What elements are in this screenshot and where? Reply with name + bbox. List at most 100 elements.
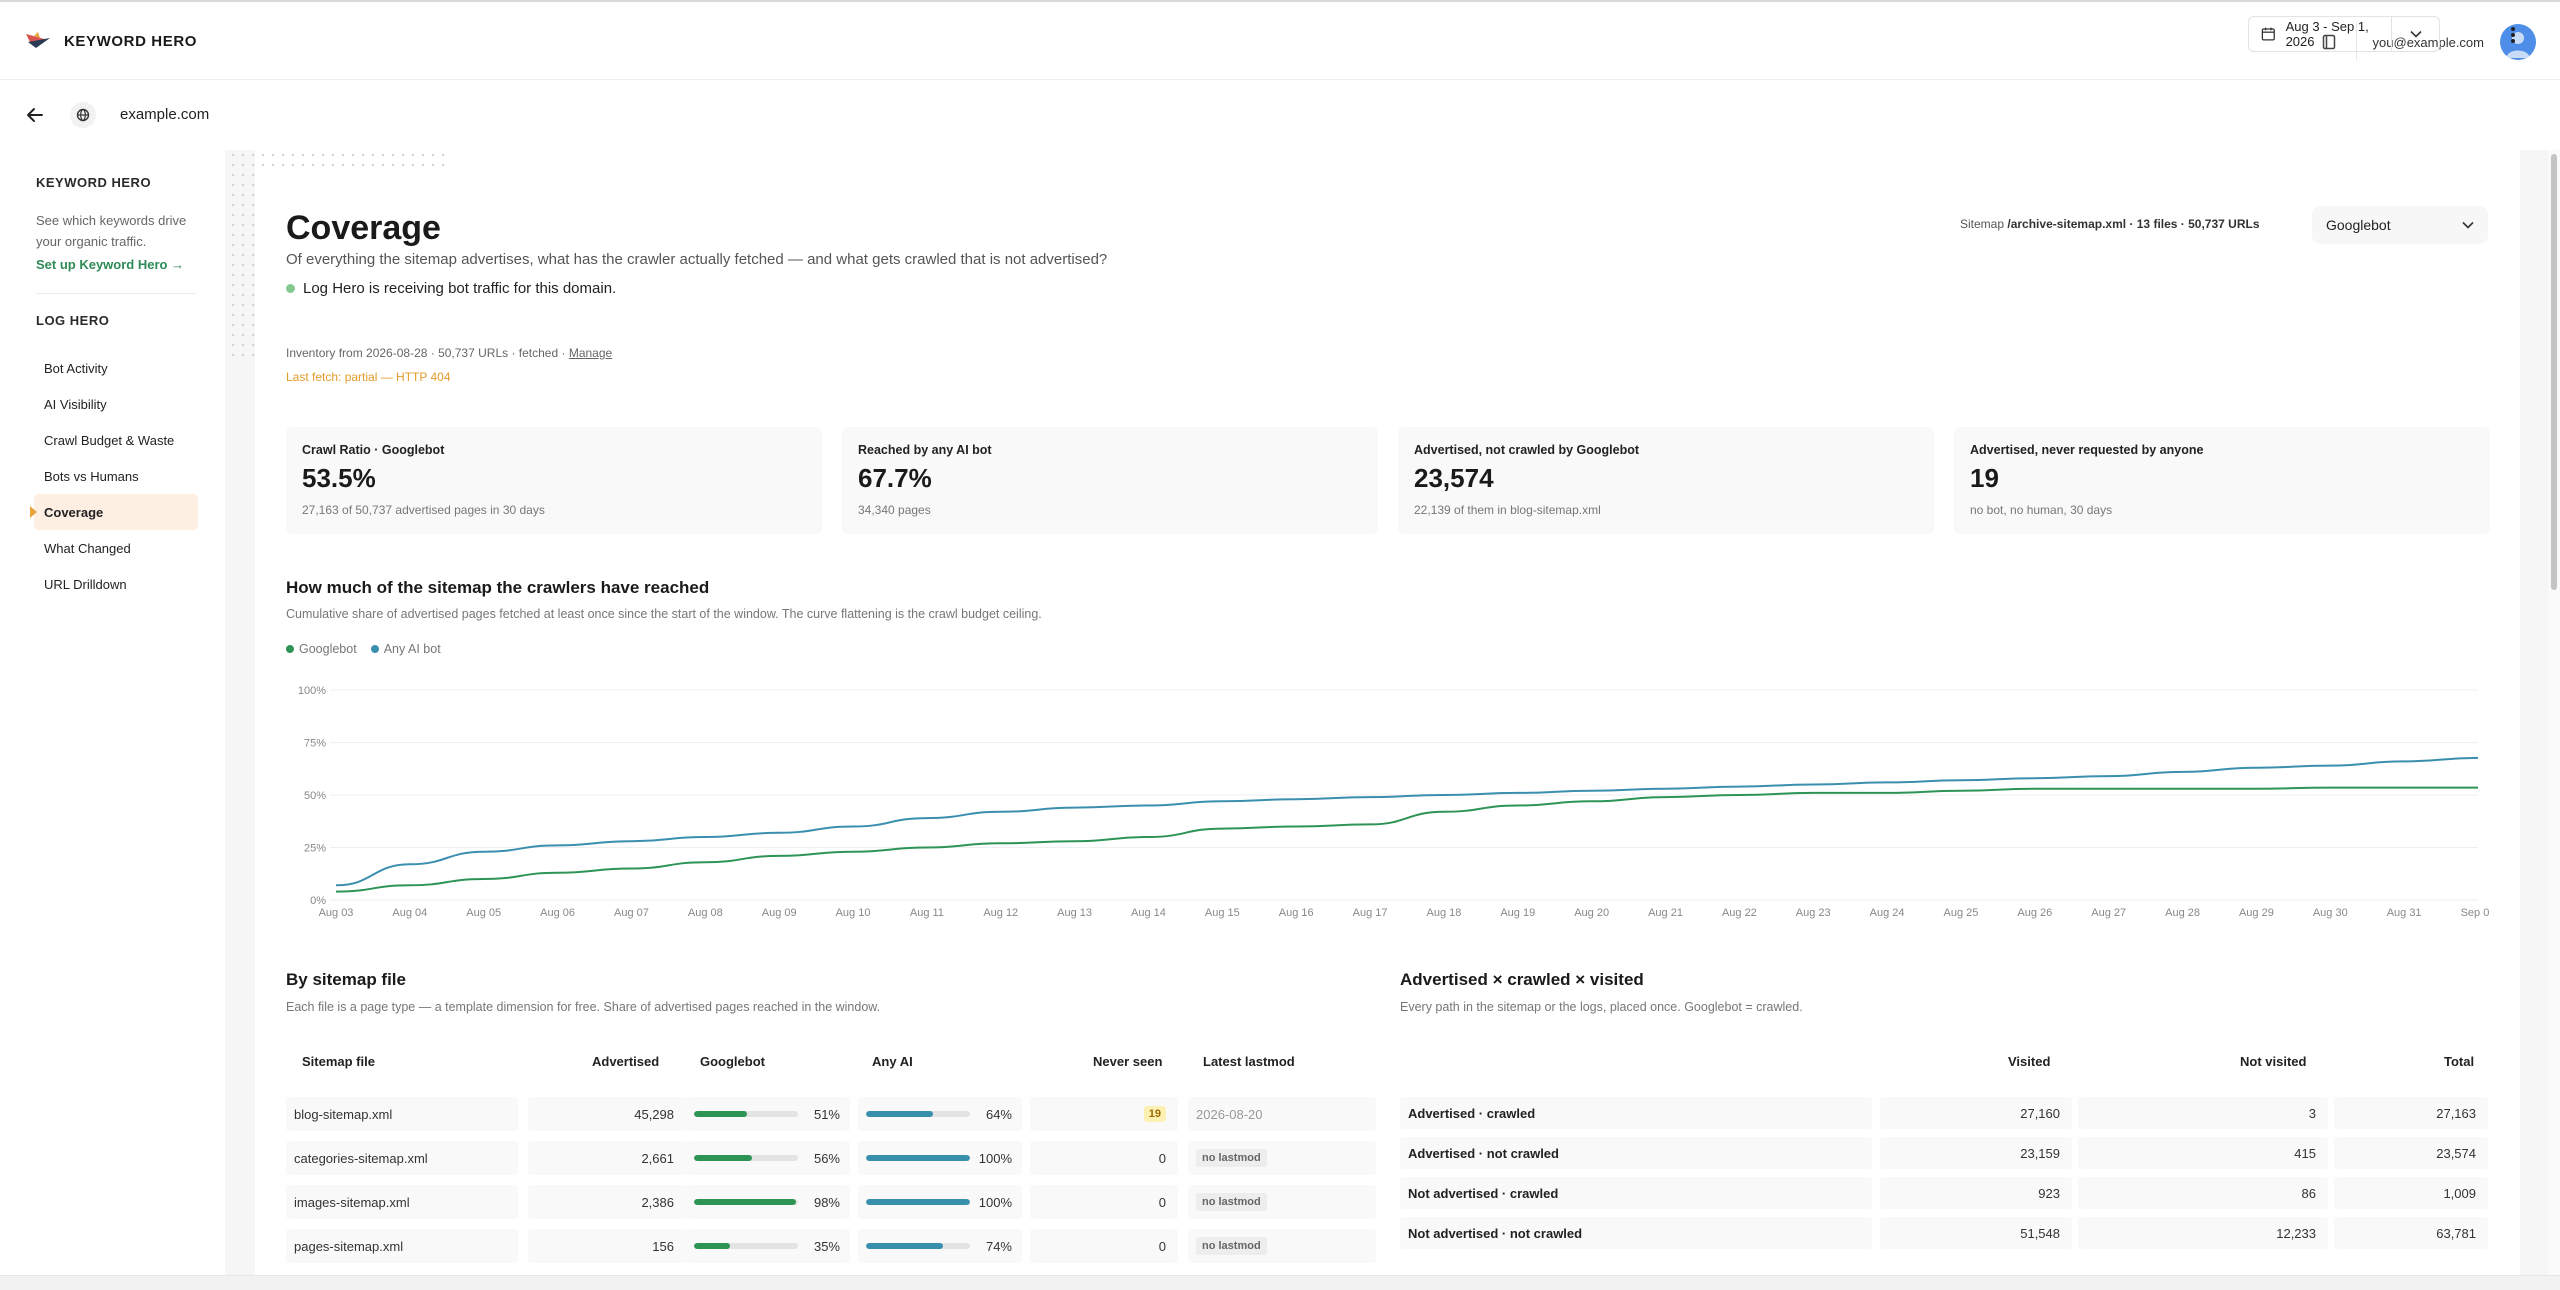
x-tick-label: Aug 09 bbox=[762, 907, 797, 919]
setup-keyword-hero-link[interactable]: Set up Keyword Hero → bbox=[36, 257, 185, 272]
ai-percent: 64% bbox=[985, 1106, 1012, 1122]
ai-progress-bar bbox=[866, 1199, 970, 1205]
y-tick-label: 0% bbox=[310, 895, 326, 907]
googlebot-progress-bar bbox=[694, 1111, 798, 1117]
matrix-cell-total: 63,781 bbox=[2334, 1217, 2488, 1249]
sidebar-item-crawl-budget[interactable]: Crawl Budget & Waste bbox=[44, 432, 175, 448]
bot-select-value: Googlebot bbox=[2326, 217, 2391, 233]
site-switcher[interactable] bbox=[70, 102, 96, 128]
x-tick-label: Aug 06 bbox=[540, 907, 575, 919]
table-cell-googlebot: 56% bbox=[686, 1141, 850, 1175]
kpi-label: Reached by any AI bot bbox=[858, 443, 992, 457]
visited-count: 923 bbox=[2038, 1185, 2060, 1201]
total-count: 63,781 bbox=[2436, 1225, 2476, 1241]
googlebot-progress-fill bbox=[694, 1155, 753, 1161]
sitemap-table-title: By sitemap file bbox=[286, 970, 406, 989]
matrix-label: Not advertised · crawled bbox=[1408, 1185, 1559, 1201]
date-range-picker[interactable]: Aug 3 - Sep 1, 2026 bbox=[2248, 16, 2392, 52]
matrix-label: Not advertised · not crawled bbox=[1408, 1225, 1583, 1241]
googlebot-progress-bar bbox=[694, 1199, 798, 1205]
docs-button[interactable] bbox=[2321, 24, 2357, 60]
matrix-cell-total: 27,163 bbox=[2334, 1097, 2488, 1129]
user-email[interactable]: you@example.com bbox=[2372, 34, 2484, 50]
y-tick-label: 50% bbox=[304, 790, 326, 802]
matrix-label: Advertised · crawled bbox=[1408, 1105, 1536, 1121]
inventory-line: Inventory from 2026-08-28 · 50,737 URLs … bbox=[286, 346, 612, 360]
x-tick-label: Aug 27 bbox=[2091, 907, 2126, 919]
column-header-advertised[interactable]: Advertised bbox=[592, 1054, 660, 1069]
more-menu-button[interactable] bbox=[2500, 22, 2526, 48]
column-header-total[interactable]: Total bbox=[2444, 1054, 2475, 1069]
table-row-file[interactable]: pages-sitemap.xml bbox=[286, 1229, 518, 1263]
sidebar-item-bots-vs-humans[interactable]: Bots vs Humans bbox=[44, 468, 139, 484]
never-seen-count: 0 bbox=[1158, 1194, 1166, 1210]
scrollbar-thumb[interactable] bbox=[2551, 154, 2557, 590]
arrow-left-icon bbox=[27, 108, 43, 122]
column-header-never-seen[interactable]: Never seen bbox=[1093, 1054, 1163, 1069]
brand[interactable]: KEYWORD HERO bbox=[24, 30, 197, 52]
x-tick-label: Aug 11 bbox=[910, 907, 944, 919]
table-row-file[interactable]: categories-sitemap.xml bbox=[286, 1141, 518, 1175]
sidebar-item-bot-activity[interactable]: Bot Activity bbox=[44, 360, 108, 376]
chart-legend: Googlebot Any AI bot bbox=[286, 642, 441, 656]
x-tick-label: Aug 29 bbox=[2239, 907, 2274, 919]
chart-title: How much of the sitemap the crawlers hav… bbox=[286, 578, 710, 597]
column-header-googlebot[interactable]: Googlebot bbox=[700, 1054, 765, 1069]
bot-select[interactable]: Googlebot bbox=[2312, 206, 2488, 244]
column-header-sitemap-file[interactable]: Sitemap file bbox=[302, 1054, 375, 1069]
sidebar-item-ai-visibility[interactable]: AI Visibility bbox=[44, 396, 107, 412]
sidebar-item-url-drilldown[interactable]: URL Drilldown bbox=[44, 576, 127, 592]
ai-progress-fill bbox=[866, 1243, 943, 1249]
sidebar-item-what-changed[interactable]: What Changed bbox=[44, 540, 131, 556]
column-header-visited[interactable]: Visited bbox=[2008, 1054, 2051, 1069]
x-tick-label: Sep 01 bbox=[2461, 907, 2490, 919]
manage-inventory-link[interactable]: Manage bbox=[568, 346, 613, 360]
table-cell-never-seen: 19 bbox=[1030, 1097, 1178, 1131]
book-icon bbox=[2322, 34, 2336, 50]
kpi-label: Crawl Ratio · Googlebot bbox=[302, 443, 445, 457]
matrix-row-label[interactable]: Advertised · crawled bbox=[1400, 1097, 1872, 1129]
matrix-row-label[interactable]: Not advertised · crawled bbox=[1400, 1177, 1872, 1209]
back-button[interactable] bbox=[22, 102, 48, 128]
googlebot-percent: 98% bbox=[813, 1194, 840, 1210]
column-header-not-visited[interactable]: Not visited bbox=[2240, 1054, 2307, 1069]
sitemap-table-description: Each file is a page type — a template di… bbox=[286, 1000, 881, 1014]
chevron-down-icon bbox=[2409, 30, 2422, 38]
kpi-advertised-not-crawled: Advertised, not crawled by Googlebot 23,… bbox=[1398, 427, 1934, 534]
ai-percent: 74% bbox=[985, 1238, 1012, 1254]
ai-progress-fill bbox=[866, 1199, 970, 1205]
series-line-any-ai-bot bbox=[335, 756, 2479, 887]
advertised-count: 2,386 bbox=[641, 1194, 674, 1210]
calendar-icon bbox=[2261, 27, 2275, 41]
avatar[interactable] bbox=[2500, 24, 2536, 60]
table-row-file[interactable]: images-sitemap.xml bbox=[286, 1185, 518, 1219]
table-cell-any-ai: 100% bbox=[858, 1141, 1022, 1175]
x-tick-label: Aug 13 bbox=[1057, 907, 1092, 919]
x-tick-label: Aug 03 bbox=[319, 907, 354, 919]
table-cell-lastmod: no lastmod bbox=[1188, 1185, 1376, 1219]
x-tick-label: Aug 30 bbox=[2313, 907, 2348, 919]
table-row-file[interactable]: blog-sitemap.xml bbox=[286, 1097, 518, 1131]
right-gutter bbox=[2520, 150, 2548, 1275]
table-cell-lastmod: no lastmod bbox=[1188, 1141, 1376, 1175]
table-cell-lastmod: 2026-08-20 bbox=[1188, 1097, 1376, 1131]
x-tick-label: Aug 28 bbox=[2165, 907, 2200, 919]
kpi-value: 53.5% bbox=[302, 463, 376, 493]
x-tick-label: Aug 19 bbox=[1500, 907, 1535, 919]
column-header-any-ai[interactable]: Any AI bbox=[872, 1054, 913, 1069]
legend-item-googlebot[interactable]: Googlebot bbox=[286, 642, 357, 656]
x-tick-label: Aug 21 bbox=[1648, 907, 1683, 919]
brand-name: KEYWORD HERO bbox=[64, 32, 198, 50]
matrix-row-label[interactable]: Not advertised · not crawled bbox=[1400, 1217, 1872, 1249]
matrix-row-label[interactable]: Advertised · not crawled bbox=[1400, 1137, 1872, 1169]
sidebar-item-coverage[interactable]: Coverage bbox=[30, 494, 198, 530]
y-tick-label: 25% bbox=[304, 843, 326, 855]
sitemap-file-name: categories-sitemap.xml bbox=[294, 1150, 428, 1166]
kpi-value: 67.7% bbox=[858, 463, 932, 493]
legend-item-any-ai-bot[interactable]: Any AI bot bbox=[370, 642, 441, 656]
table-cell-advertised: 45,298 bbox=[528, 1097, 686, 1131]
x-tick-label: Aug 15 bbox=[1205, 907, 1240, 919]
column-header-latest-lastmod[interactable]: Latest lastmod bbox=[1203, 1054, 1295, 1069]
x-tick-label: Aug 08 bbox=[688, 907, 723, 919]
date-range-dropdown[interactable] bbox=[2392, 16, 2440, 52]
